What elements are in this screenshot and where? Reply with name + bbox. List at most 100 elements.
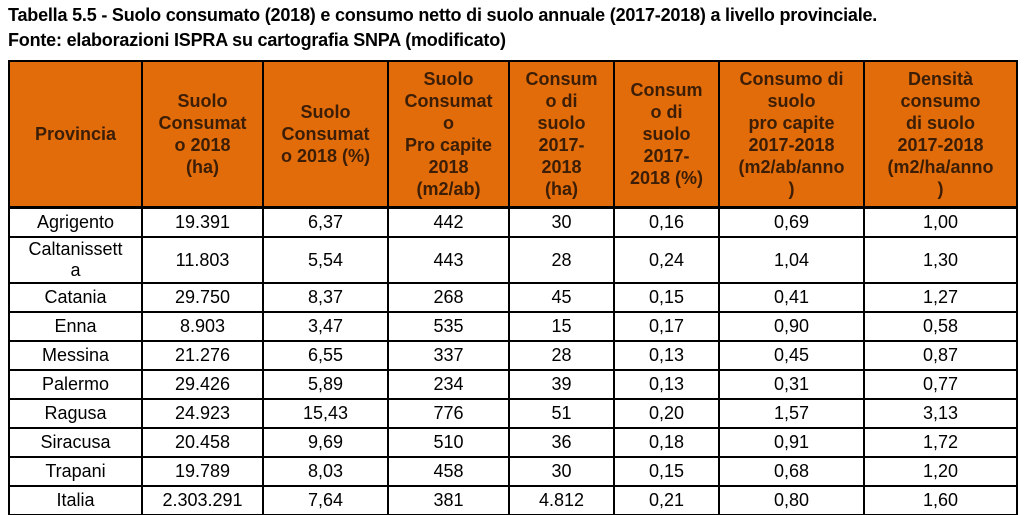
header-cell-consumo-suolo-ha: Consum o di suolo 2017- 2018 (ha) [508,60,615,209]
table-cell: 20.458 [141,427,264,458]
table-cell: 0,21 [613,485,720,515]
table-cell: 8,37 [262,282,389,313]
table-cell: 30 [508,206,615,238]
table-cell: 45 [508,282,615,313]
table-cell: 0,45 [718,340,865,371]
table-cell: 0,87 [863,340,1018,371]
table-cell: 0,58 [863,311,1018,342]
table-cell: 0,90 [718,311,865,342]
table-cell: 24.923 [141,398,264,429]
table-cell: 381 [387,485,510,515]
table-title-line1: Tabella 5.5 - Suolo consumato (2018) e c… [8,5,878,25]
table-cell: 776 [387,398,510,429]
table-cell: 0,68 [718,456,865,487]
table-cell: 3,13 [863,398,1018,429]
row-label-cell: Italia [8,485,143,515]
table-cell: 5,89 [262,369,389,400]
table-cell: 7,64 [262,485,389,515]
table-cell: 11.803 [141,236,264,284]
table-cell: 0,15 [613,282,720,313]
table-cell: 29.750 [141,282,264,313]
table-cell: 29.426 [141,369,264,400]
table-row-trapani: Trapani 19.789 8,03 458 30 0,15 0,68 1,2… [8,456,1018,487]
table-cell: 51 [508,398,615,429]
table-cell: 1,27 [863,282,1018,313]
table-cell: 0,80 [718,485,865,515]
row-label-cell: Trapani [8,456,143,487]
table-cell: 268 [387,282,510,313]
table-cell: 337 [387,340,510,371]
table-row-messina: Messina 21.276 6,55 337 28 0,13 0,45 0,8… [8,340,1018,371]
table-cell: 234 [387,369,510,400]
table-row-ragusa: Ragusa 24.923 15,43 776 51 0,20 1,57 3,1… [8,398,1018,429]
table-cell: 21.276 [141,340,264,371]
table-cell: 1,57 [718,398,865,429]
table-cell: 0,31 [718,369,865,400]
table-cell: 8.903 [141,311,264,342]
table-cell: 28 [508,236,615,284]
table-source-line: Fonte: elaborazioni ISPRA su cartografia… [8,30,506,50]
row-label-cell: Ragusa [8,398,143,429]
table-row-siracusa: Siracusa 20.458 9,69 510 36 0,18 0,91 1,… [8,427,1018,458]
row-label-cell: Catania [8,282,143,313]
table-cell: 9,69 [262,427,389,458]
table-cell: 30 [508,456,615,487]
table-cell: 4.812 [508,485,615,515]
table-cell: 2.303.291 [141,485,264,515]
table-cell: 0,91 [718,427,865,458]
table-row-caltanissetta: Caltanissett a 11.803 5,54 443 28 0,24 1… [8,236,1018,284]
table-cell: 443 [387,236,510,284]
table-cell: 510 [387,427,510,458]
table-cell: 19.789 [141,456,264,487]
table-cell: 0,69 [718,206,865,238]
table-title: Tabella 5.5 - Suolo consumato (2018) e c… [8,3,1016,53]
table-cell: 5,54 [262,236,389,284]
table-cell: 1,04 [718,236,865,284]
table-cell: 1,30 [863,236,1018,284]
table-cell: 0,77 [863,369,1018,400]
row-label-cell: Palermo [8,369,143,400]
header-cell-suolo-consumato-pct: Suolo Consumat o 2018 (%) [262,60,389,209]
table-cell: 39 [508,369,615,400]
table-cell: 0,17 [613,311,720,342]
table-cell: 0,13 [613,369,720,400]
row-label-cell: Siracusa [8,427,143,458]
table-cell: 458 [387,456,510,487]
table-cell: 1,72 [863,427,1018,458]
table-cell: 0,16 [613,206,720,238]
table-row-italia: Italia 2.303.291 7,64 381 4.812 0,21 0,8… [8,485,1018,515]
table-cell: 442 [387,206,510,238]
table-cell: 8,03 [262,456,389,487]
row-label-cell: Messina [8,340,143,371]
row-label-cell: Agrigento [8,206,143,238]
table-cell: 15 [508,311,615,342]
header-row: Provincia Suolo Consumat o 2018 (ha) Suo… [8,60,1018,209]
table-cell: 0,20 [613,398,720,429]
table-cell: 0,41 [718,282,865,313]
header-cell-provincia: Provincia [8,60,143,209]
table-cell: 15,43 [262,398,389,429]
header-cell-consumo-procapite: Consumo di suolo pro capite 2017-2018 (m… [718,60,865,209]
table-cell: 0,24 [613,236,720,284]
provinces-soil-table: Provincia Suolo Consumat o 2018 (ha) Suo… [8,60,1018,515]
table-cell: 0,18 [613,427,720,458]
table-cell: 1,20 [863,456,1018,487]
table-row-agrigento: Agrigento 19.391 6,37 442 30 0,16 0,69 1… [8,206,1018,238]
row-label-cell: Enna [8,311,143,342]
table-row-enna: Enna 8.903 3,47 535 15 0,17 0,90 0,58 [8,311,1018,342]
table-cell: 19.391 [141,206,264,238]
header-cell-densita-consumo: Densità consumo di suolo 2017-2018 (m2/h… [863,60,1018,209]
header-cell-consumo-suolo-pct: Consum o di suolo 2017- 2018 (%) [613,60,720,209]
table-cell: 1,00 [863,206,1018,238]
table-cell: 0,15 [613,456,720,487]
table-cell: 6,37 [262,206,389,238]
row-label-cell: Caltanissett a [8,236,143,284]
table-row-palermo: Palermo 29.426 5,89 234 39 0,13 0,31 0,7… [8,369,1018,400]
table-cell: 535 [387,311,510,342]
header-cell-suolo-consumato-ha: Suolo Consumat o 2018 (ha) [141,60,264,209]
table-cell: 6,55 [262,340,389,371]
table-cell: 1,60 [863,485,1018,515]
table-cell: 36 [508,427,615,458]
header-cell-suolo-consumato-procapite: Suolo Consumat o Pro capite 2018 (m2/ab) [387,60,510,209]
